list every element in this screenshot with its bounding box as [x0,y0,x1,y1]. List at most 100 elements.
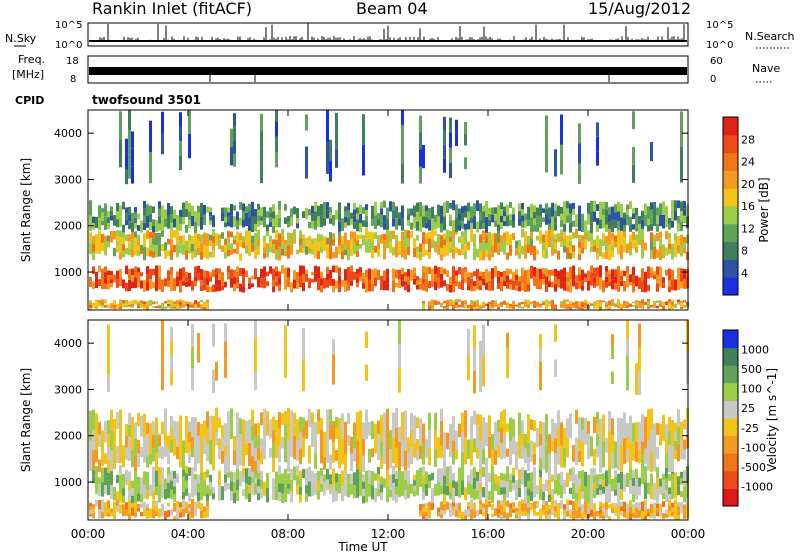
heatmap-cell [332,239,335,246]
heatmap-cell [650,267,653,273]
heatmap-cell [515,248,518,256]
heatmap-cell [485,216,488,233]
heatmap-cell [239,283,242,292]
heatmap-cell [104,277,107,284]
heatmap-cell [335,491,338,501]
heatmap-cell [497,509,500,514]
heatmap-cell [134,243,137,250]
heatmap-cell [515,274,518,281]
heatmap-cell [212,215,215,228]
heatmap-cell [269,207,272,213]
heatmap-cell [275,471,278,486]
heatmap-cell [491,268,494,280]
heatmap-cell [383,253,386,260]
heatmap-cell [365,364,368,381]
heatmap-cell [485,276,488,283]
heatmap-cell [416,439,419,450]
heatmap-cell [533,266,536,277]
heatmap-cell [620,306,623,310]
heatmap-cell [410,412,413,430]
heatmap-cell [656,422,659,435]
heatmap-cell [656,305,659,309]
colorbar-swatch [723,347,738,366]
heatmap-cell [551,508,554,512]
heatmap-cell [527,507,530,514]
heatmap-cell [653,234,656,247]
heatmap-cell [200,242,203,252]
heatmap-cell [593,475,596,483]
heatmap-cell [104,301,107,304]
heatmap-cell [593,490,596,499]
heatmap-cell [464,157,467,170]
heatmap-cell [257,479,260,487]
heatmap-cell [674,472,677,486]
heatmap-cell [503,275,506,281]
heatmap-cell [350,280,353,286]
heatmap-cell [227,221,230,227]
heatmap-cell [293,447,296,460]
heatmap-cell [149,444,152,455]
heatmap-cell [626,243,629,254]
heatmap-cell [611,279,614,290]
heatmap-cell [107,341,110,359]
heatmap-cell [428,267,431,274]
heatmap-cell [197,435,200,450]
heatmap-cell [593,272,596,278]
heatmap-cell [401,412,404,440]
heatmap-cell [536,249,539,255]
heatmap-cell [320,452,323,464]
heatmap-cell [455,204,458,219]
heatmap-cell [521,467,524,485]
heatmap-cell [470,278,473,285]
heatmap-cell [143,233,146,247]
heatmap-cell [278,492,281,501]
heatmap-cell [584,220,587,233]
heatmap-cell [305,237,308,247]
heatmap-cell [650,429,653,451]
heatmap-cell [434,412,437,431]
heatmap-cell [206,306,209,310]
heatmap-cell [584,513,587,519]
heatmap-cell [329,474,332,480]
heatmap-cell [338,434,341,452]
heatmap-cell [284,351,287,378]
heatmap-cell [620,478,623,490]
heatmap-cell [461,279,464,290]
heatmap-cell [212,269,215,278]
heatmap-cell [638,277,641,289]
heatmap-cell [566,437,569,458]
heatmap-cell [476,248,479,258]
heatmap-cell [371,212,374,220]
heatmap-cell [443,306,446,309]
heatmap-cell [500,202,503,210]
heatmap-cell [512,467,515,476]
heatmap-cell [656,507,659,513]
heatmap-cell [188,431,191,443]
time-axis: 00:00 04:00 08:00 12:00 16:00 20:00 00:00 [71,527,706,541]
heatmap-cell [644,301,647,305]
heatmap-cell [152,219,155,226]
heatmap-cell [191,511,194,518]
heatmap-cell [125,447,128,460]
heatmap-cell [425,477,428,484]
heatmap-cell [206,278,209,286]
colorbar-swatch [723,170,738,189]
heatmap-cell [335,112,338,132]
heatmap-cell [365,269,368,278]
heatmap-cell [608,207,611,215]
heatmap-cell [428,412,431,431]
heatmap-cell [392,210,395,219]
heatmap-cell [575,282,578,290]
heatmap-cell [509,304,512,307]
heatmap-cell [470,223,473,229]
heatmap-cell [650,202,653,210]
heatmap-cell [677,278,680,291]
heatmap-cell [356,245,359,252]
heatmap-cell [530,231,533,239]
heatmap-cell [275,249,278,260]
heatmap-cell [638,306,641,308]
heatmap-cell [203,277,206,284]
heatmap-cell [578,235,581,242]
heatmap-cell [413,205,416,212]
heatmap-cell [569,475,572,482]
